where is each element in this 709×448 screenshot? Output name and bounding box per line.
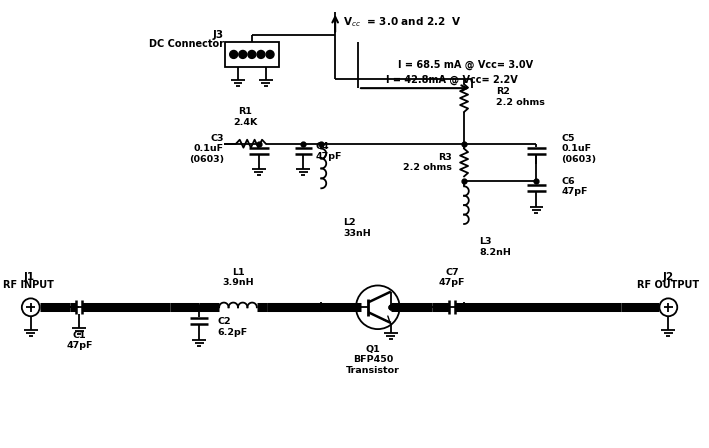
Text: R3
2.2 ohms: R3 2.2 ohms bbox=[403, 153, 452, 172]
Text: DC Connector: DC Connector bbox=[149, 39, 224, 48]
Text: C1
47pF: C1 47pF bbox=[66, 331, 93, 350]
Text: C4
47pF: C4 47pF bbox=[316, 142, 342, 161]
Text: C7
47pF: C7 47pF bbox=[439, 268, 465, 288]
Text: J1: J1 bbox=[23, 271, 34, 281]
Text: C2
6.2pF: C2 6.2pF bbox=[217, 318, 247, 337]
Text: RF INPUT: RF INPUT bbox=[4, 280, 54, 290]
Text: Q1
BFP450
Transistor: Q1 BFP450 Transistor bbox=[346, 345, 400, 375]
Text: C6
47pF: C6 47pF bbox=[562, 177, 588, 196]
Circle shape bbox=[266, 51, 274, 58]
Text: V$_{cc}$  = 3.0 and 2.2  V: V$_{cc}$ = 3.0 and 2.2 V bbox=[343, 15, 462, 29]
Text: I = 68.5 mA @ Vcc= 3.0V: I = 68.5 mA @ Vcc= 3.0V bbox=[398, 60, 532, 70]
Text: C5
0.1uF
(0603): C5 0.1uF (0603) bbox=[562, 134, 596, 164]
Text: RF OUTPUT: RF OUTPUT bbox=[637, 280, 699, 290]
Circle shape bbox=[257, 51, 265, 58]
Text: L3
8.2nH: L3 8.2nH bbox=[479, 237, 510, 257]
Text: J3: J3 bbox=[213, 30, 224, 39]
Circle shape bbox=[230, 51, 238, 58]
Text: R2
2.2 ohms: R2 2.2 ohms bbox=[496, 87, 545, 107]
Text: J2: J2 bbox=[663, 271, 674, 281]
Text: I = 42.8mA @ Vcc= 2.2V: I = 42.8mA @ Vcc= 2.2V bbox=[386, 75, 518, 85]
Text: C3
0.1uF
(0603): C3 0.1uF (0603) bbox=[189, 134, 224, 164]
Circle shape bbox=[248, 51, 256, 58]
Text: R1
2.4K: R1 2.4K bbox=[233, 108, 257, 127]
Text: L1
3.9nH: L1 3.9nH bbox=[222, 268, 254, 288]
Text: L2
33nH: L2 33nH bbox=[343, 218, 371, 238]
Bar bbox=[225, 42, 279, 67]
Circle shape bbox=[239, 51, 247, 58]
